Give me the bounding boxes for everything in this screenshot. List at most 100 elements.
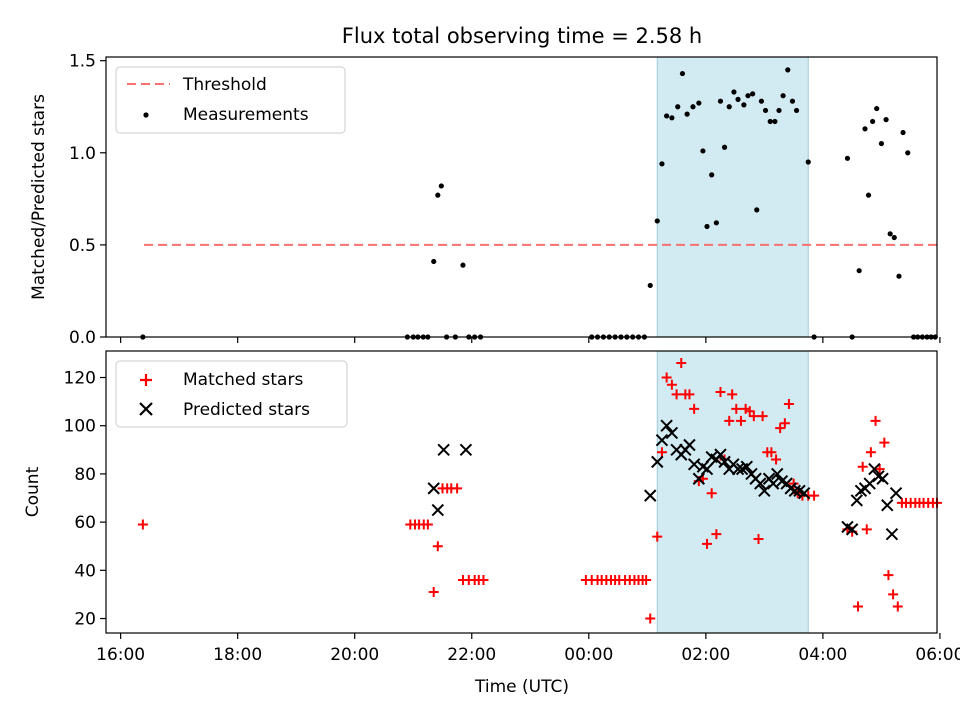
- matched-star-point: [783, 399, 794, 410]
- predicted-star-point: [687, 458, 701, 471]
- predicted-star-point: [714, 448, 727, 461]
- flux-ratio-chart: 0.0 0.5 1.0 1.5 Matched/Predicted stars Thr…: [29, 52, 941, 348]
- matched-star-point: [711, 529, 722, 540]
- legend-matched-swatch: [140, 374, 152, 386]
- count-plot-frame: [105, 350, 938, 634]
- predicted-star-point: [660, 419, 673, 432]
- measurement-point: [654, 218, 660, 224]
- matched-star-point: [883, 570, 894, 581]
- matched-star-point: [879, 437, 890, 448]
- y-tick-label: 100: [64, 417, 96, 437]
- predicted-star-point: [754, 477, 767, 490]
- flux-legend-box: [115, 66, 346, 134]
- measurement-point: [758, 98, 765, 104]
- matched-star-point: [666, 379, 677, 390]
- x-tick-label: 06:00: [915, 645, 960, 665]
- x-tick-label: 18:00: [213, 645, 262, 665]
- matched-star-point: [137, 519, 148, 530]
- predicted-star-point: [427, 482, 440, 495]
- matched-star-point: [857, 461, 868, 472]
- star-count-chart: 20 40 60 80 100 120 16:00 18:00 20:00 22:00 00:00…: [23, 350, 960, 697]
- matched-star-point: [766, 447, 777, 458]
- matched-star-point: [689, 403, 700, 414]
- matched-star-point: [641, 574, 652, 585]
- flux-plot-frame: [105, 56, 938, 338]
- measurement-point: [785, 67, 791, 73]
- measurement-point: [741, 102, 747, 108]
- x-tick-label: 20:00: [330, 645, 379, 665]
- y-tick-label: 80: [74, 465, 96, 485]
- measurement-point: [805, 159, 811, 165]
- measurement-point: [664, 113, 670, 119]
- measurement-point: [789, 98, 796, 104]
- matched-star-point: [652, 531, 663, 542]
- measurement-point: [891, 234, 897, 241]
- predicted-star-point: [771, 467, 784, 481]
- legend-measurements-label: Measurements: [183, 105, 309, 125]
- measurement-point: [874, 105, 880, 112]
- measurement-point: [669, 115, 675, 121]
- y-tick-label: 1.0: [69, 144, 96, 164]
- matched-star-point: [702, 538, 713, 549]
- measurement-point: [704, 223, 710, 230]
- measurement-point: [870, 118, 876, 125]
- predicted-star-point: [665, 426, 679, 440]
- x-tick-label: 00:00: [564, 645, 613, 665]
- flux-y-axis-label: Matched/Predicted stars: [29, 94, 49, 300]
- x-axis-label: Time (UTC): [474, 677, 569, 697]
- predicted-star-point: [788, 484, 802, 498]
- matched-star-point: [676, 358, 687, 369]
- measurement-point: [731, 89, 737, 95]
- predicted-star-point: [651, 455, 664, 469]
- measurement-point: [905, 150, 911, 156]
- predicted-star-point: [881, 499, 894, 512]
- matched-star-point: [865, 447, 876, 458]
- matched-star-point: [428, 587, 439, 598]
- measurement-point: [460, 262, 466, 268]
- measurement-point: [735, 96, 741, 102]
- measurement-point: [862, 126, 868, 132]
- predicted-star-point: [683, 438, 696, 452]
- matched-star-point: [753, 534, 764, 544]
- matched-star-point: [706, 488, 717, 499]
- matched-star-point: [775, 423, 786, 434]
- matched-star-point: [422, 519, 433, 530]
- predicted-star-point: [850, 494, 864, 507]
- predicted-star-point: [700, 462, 714, 476]
- measurement-point: [435, 192, 441, 198]
- measurement-point: [679, 70, 686, 77]
- count-legend: Matched stars Predicted stars: [115, 360, 348, 428]
- predicted-star-point: [868, 462, 881, 476]
- measurement-point: [772, 118, 778, 125]
- measurement-point: [690, 104, 696, 110]
- predicted-star-point: [889, 486, 903, 500]
- measurement-point: [896, 273, 902, 279]
- x-tick-label: 22:00: [447, 645, 496, 665]
- matched-star-point: [661, 372, 672, 383]
- x-tick-label: 02:00: [681, 645, 730, 665]
- predicted-star-point: [876, 472, 889, 485]
- matched-star-point: [861, 524, 872, 535]
- y-tick-label: 1.5: [69, 52, 96, 72]
- measurement-point: [745, 93, 751, 99]
- measurement-point: [750, 91, 756, 97]
- measurement-point: [713, 220, 719, 226]
- matched-star-point: [432, 541, 443, 552]
- matched-star-point: [771, 454, 782, 465]
- measurement-point: [700, 148, 706, 154]
- predicted-star-point: [431, 503, 445, 517]
- count-legend-box: [115, 360, 348, 428]
- measurement-point: [793, 107, 800, 114]
- y-tick-label: 0.5: [69, 236, 96, 256]
- predicted-star-point: [718, 455, 731, 469]
- measurement-point: [844, 155, 851, 161]
- predicted-star-point: [731, 462, 745, 476]
- count-x-ticks: 16:00 18:00 20:00 22:00 00:00 02:00 04:00 06:00: [96, 633, 960, 665]
- measurement-point: [726, 104, 732, 110]
- matched-star-point: [727, 389, 738, 400]
- measurement-point: [887, 231, 893, 237]
- y-tick-label: 60: [74, 513, 96, 533]
- predicted-star-point: [644, 489, 657, 502]
- flux-shaded-interval: [657, 57, 809, 337]
- y-tick-label: 20: [74, 610, 96, 630]
